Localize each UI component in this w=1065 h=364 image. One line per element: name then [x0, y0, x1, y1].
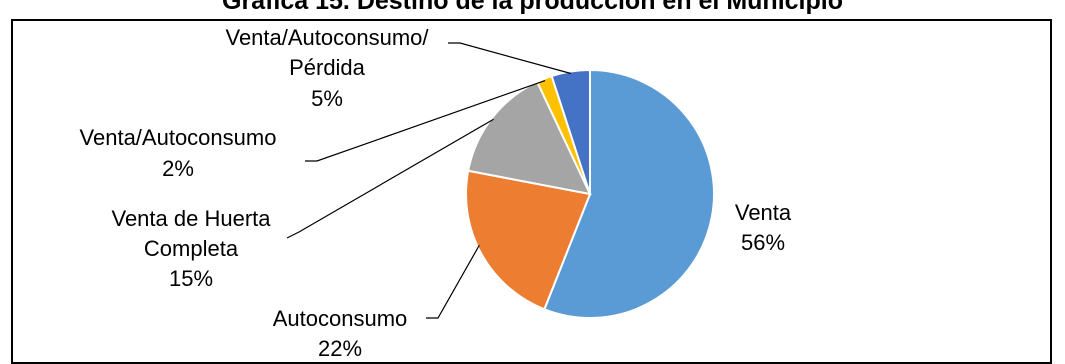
leader-line: [426, 244, 480, 319]
data-label-autoconsumo: Autoconsumo 22%: [273, 306, 408, 358]
data-label-venta-autoconsumo-p-rdida: Venta/Autoconsumo/Pérdida 5%: [225, 25, 429, 111]
pie-slice-autoconsumo: [465, 169, 592, 311]
pie-slice-venta-autoconsumo-p-rdida: [550, 68, 591, 195]
pie-slice-venta: [543, 68, 715, 319]
chart-title: Gráfica 15. Destino de la producción en …: [222, 0, 843, 15]
data-label-venta-de-huerta-completa: Venta de Huerta Completa 15%: [111, 206, 271, 291]
data-label-venta: Venta 56%: [735, 200, 792, 255]
data-label-venta-autoconsumo: Venta/Autoconsumo 2%: [80, 125, 277, 181]
leader-line: [305, 80, 546, 162]
leader-line: [448, 42, 572, 75]
leader-line: [286, 118, 494, 239]
